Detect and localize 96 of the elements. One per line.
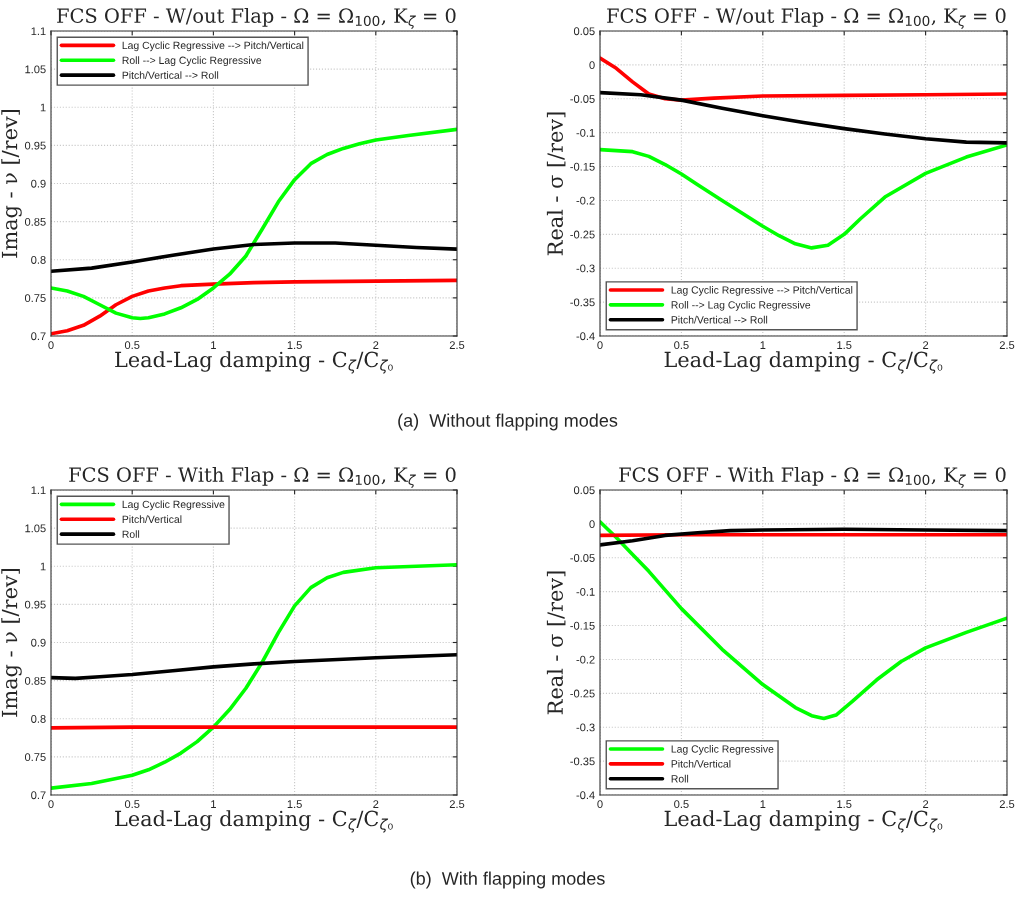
y-tick-label: 0.95 bbox=[24, 600, 46, 609]
x-tick-label: 0 bbox=[48, 341, 54, 350]
y-tick-label: 1 bbox=[40, 103, 46, 112]
y-tick-label: 0.9 bbox=[31, 179, 46, 188]
x-tick-label: 1.5 bbox=[287, 800, 302, 809]
y-tick-label: -0.2 bbox=[576, 655, 595, 664]
y-axis-title: Imag - ν [/rev] bbox=[1, 109, 22, 258]
y-tick-label: 0.8 bbox=[31, 715, 46, 723]
y-tick-label: -0.15 bbox=[570, 621, 595, 630]
y-tick-label: 1.05 bbox=[25, 524, 46, 533]
line-series bbox=[51, 562, 457, 790]
x-axis-title: Lead-Lag damping - C$_{ζ}$/C$_{ζ₀}$ bbox=[664, 351, 943, 374]
text: (a) Without flapping modes bbox=[398, 413, 618, 431]
y-tick-label: -0.05 bbox=[570, 554, 595, 562]
x-tick-label: 2 bbox=[373, 800, 379, 808]
y-tick-label: 1.1 bbox=[31, 486, 46, 495]
x-tick-label: 2 bbox=[923, 341, 929, 349]
chart-title: FCS OFF - With Flap - Ω = Ω$_{100}$, K$_{ζ}$ = 0 bbox=[69, 466, 456, 488]
x-tick-label: 1 bbox=[760, 341, 766, 349]
legend-label: Pitch/Vertical bbox=[122, 515, 182, 523]
line-series bbox=[600, 143, 1007, 250]
x-tick-label: 2 bbox=[923, 800, 929, 808]
x-tick-label: 0.5 bbox=[674, 341, 689, 350]
y-tick-label: 0.7 bbox=[31, 332, 46, 341]
legend-label: Roll --> Lag Cyclic Regressive bbox=[122, 56, 262, 67]
x-tick-label: 2.5 bbox=[999, 800, 1015, 809]
line-series bbox=[600, 520, 1007, 721]
y-tick-label: -0.15 bbox=[570, 162, 595, 171]
y-tick-label: -0.4 bbox=[576, 332, 595, 341]
x-tick-label: 1 bbox=[211, 800, 216, 808]
x-axis-title: Lead-Lag damping - C$_{ζ}$/C$_{ζ₀}$ bbox=[664, 810, 943, 833]
line-series bbox=[600, 527, 1007, 547]
x-tick-label: 1.5 bbox=[837, 341, 852, 350]
y-tick-label: -0.05 bbox=[570, 95, 595, 103]
y-tick-label: 1.05 bbox=[25, 65, 46, 74]
x-tick-label: 2.5 bbox=[449, 341, 465, 350]
legend-label: Lag Cyclic Regressive --> Pitch/Vertical bbox=[122, 41, 304, 52]
y-tick-label: 1.1 bbox=[31, 27, 46, 36]
legend-label: Lag Cyclic Regressive bbox=[122, 500, 225, 511]
chart-title: FCS OFF - W/out Flap - Ω = Ω$_{100}$, K$_{ζ}$ = 0 bbox=[57, 7, 456, 29]
line-series bbox=[51, 127, 457, 321]
legend-label: Roll bbox=[122, 530, 140, 538]
y-axis-title: Real - σ [/rev] bbox=[546, 112, 566, 256]
y-tick-label: 0.8 bbox=[31, 256, 46, 264]
y-tick-label: 0.7 bbox=[31, 791, 46, 800]
line-series bbox=[51, 241, 457, 273]
y-tick-label: -0.3 bbox=[576, 264, 595, 273]
x-tick-label: 0.5 bbox=[124, 800, 140, 809]
y-tick-label: -0.3 bbox=[576, 723, 595, 732]
y-tick-label: -0.35 bbox=[570, 298, 595, 307]
y-axis-title: Imag - ν [/rev] bbox=[1, 568, 22, 717]
chart-title: FCS OFF - With Flap - Ω = Ω$_{100}$, K$_{ζ}$ = 0 bbox=[619, 466, 1006, 488]
y-tick-label: -0.1 bbox=[576, 587, 595, 596]
x-tick-label: 1 bbox=[760, 800, 766, 808]
y-tick-label: 0.05 bbox=[573, 27, 595, 36]
chart-title: FCS OFF - W/out Flap - Ω = Ω$_{100}$, K$_{ζ}$ = 0 bbox=[607, 7, 1006, 29]
y-tick-label: -0.25 bbox=[570, 230, 595, 239]
x-tick-label: 0 bbox=[597, 800, 603, 809]
x-tick-label: 2.5 bbox=[999, 341, 1015, 350]
x-axis-title: Lead-Lag damping - C$_{ζ}$/C$_{ζ₀}$ bbox=[115, 351, 393, 374]
x-tick-label: 2.5 bbox=[449, 800, 465, 809]
x-tick-label: 0.5 bbox=[674, 800, 689, 809]
y-tick-label: 0.05 bbox=[573, 486, 595, 495]
y-tick-label: 0 bbox=[589, 520, 595, 529]
x-tick-label: 1 bbox=[211, 341, 216, 349]
y-tick-label: 0 bbox=[589, 61, 595, 70]
legend-label: Pitch/Vertical --> Roll bbox=[671, 315, 768, 324]
legend-label: Pitch/Vertical --> Roll bbox=[122, 71, 219, 79]
legend-label: Lag Cyclic Regressive bbox=[671, 745, 774, 755]
x-tick-label: 2 bbox=[373, 341, 379, 349]
y-tick-label: 0.85 bbox=[24, 217, 46, 226]
legend-label: Pitch/Vertical bbox=[671, 759, 731, 768]
y-tick-label: 1 bbox=[40, 562, 46, 571]
y-tick-label: 0.75 bbox=[24, 294, 46, 303]
y-tick-label: -0.4 bbox=[576, 791, 595, 800]
legend-label: Roll bbox=[671, 774, 689, 783]
y-tick-label: 0.75 bbox=[24, 753, 46, 762]
text: (b) With flapping modes bbox=[410, 871, 605, 889]
y-axis-title: Real - σ [/rev] bbox=[546, 571, 566, 715]
line-series bbox=[51, 652, 457, 681]
x-tick-label: 1.5 bbox=[837, 800, 852, 809]
x-tick-label: 1.5 bbox=[287, 341, 302, 350]
legend-label: Roll --> Lag Cyclic Regressive bbox=[671, 300, 811, 311]
y-tick-label: -0.2 bbox=[576, 196, 595, 205]
y-tick-label: -0.35 bbox=[570, 757, 595, 766]
legend-label: Lag Cyclic Regressive --> Pitch/Vertical bbox=[671, 286, 853, 296]
y-tick-label: 0.85 bbox=[24, 676, 46, 685]
y-tick-label: -0.1 bbox=[576, 128, 595, 137]
y-tick-label: 0.9 bbox=[31, 638, 46, 647]
x-tick-label: 0 bbox=[48, 800, 54, 809]
x-tick-label: 0.5 bbox=[124, 341, 140, 350]
y-tick-label: 0.95 bbox=[24, 141, 46, 150]
line-series bbox=[600, 90, 1007, 145]
x-axis-title: Lead-Lag damping - C$_{ζ}$/C$_{ζ₀}$ bbox=[115, 810, 393, 833]
y-tick-label: -0.25 bbox=[570, 689, 595, 698]
x-tick-label: 0 bbox=[597, 341, 603, 350]
